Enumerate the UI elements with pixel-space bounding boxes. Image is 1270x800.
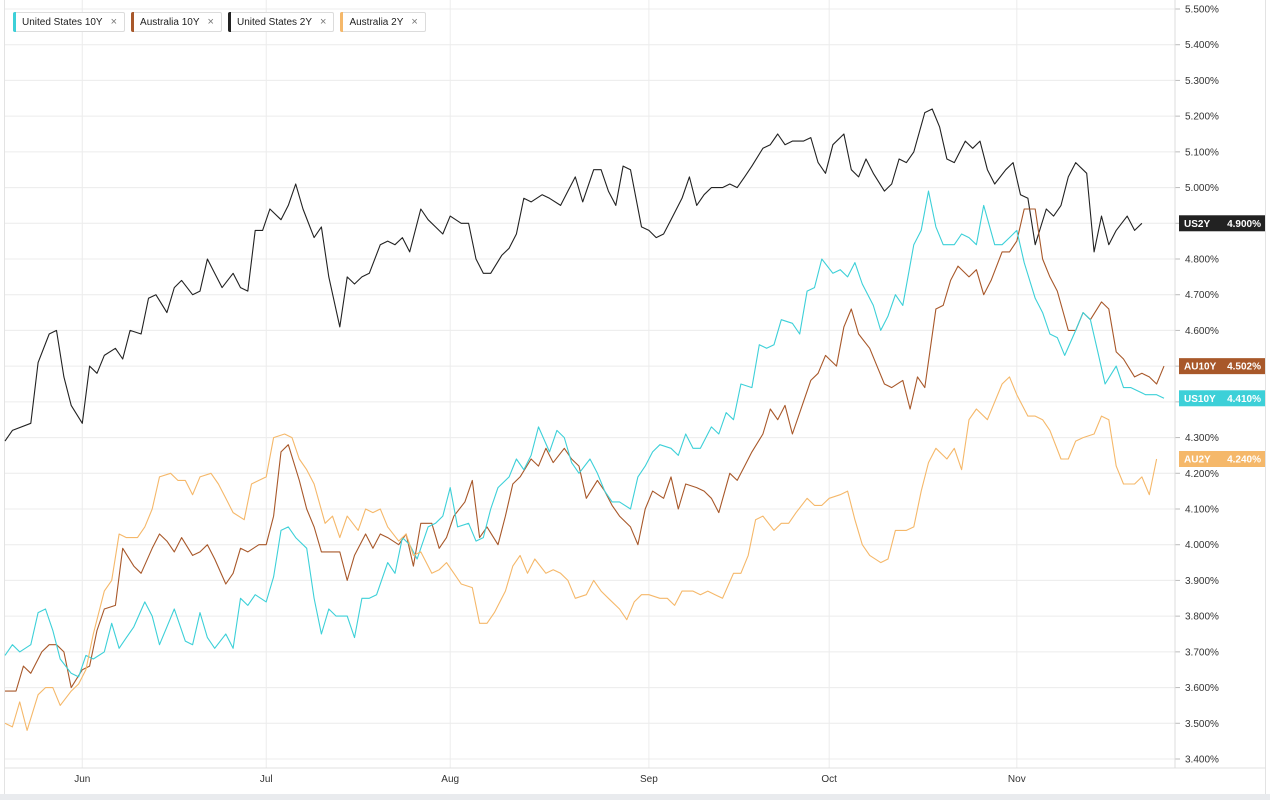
value-tag-bg: [1179, 358, 1265, 375]
value-tag-name: US2Y: [1184, 219, 1210, 230]
value-tag-value: 4.410%: [1227, 394, 1261, 405]
y-tick-label: 3.500%: [1185, 719, 1219, 730]
y-tick-label: 4.700%: [1185, 290, 1219, 301]
value-tag-au10y: AU10Y 4.502%: [1179, 358, 1265, 375]
value-tag-us10y: US10Y 4.410%: [1179, 390, 1265, 407]
value-tag-value: 4.900%: [1227, 219, 1261, 230]
bottom-scrollbar[interactable]: [0, 794, 1270, 800]
value-tag-us2y: US2Y 4.900%: [1179, 215, 1265, 232]
y-axis: 3.400% 3.500% 3.600% 3.700% 3.800% 3.900% 4.00…: [1174, 0, 1219, 768]
legend-chip-label: Australia 2Y: [349, 16, 404, 28]
value-tag-value: 4.502%: [1227, 362, 1261, 373]
value-tag-bg: [1179, 451, 1265, 467]
x-tick-label: Oct: [821, 774, 837, 785]
legend-chip-label: Australia 10Y: [140, 16, 200, 28]
y-tick-label: 4.300%: [1185, 433, 1219, 444]
y-tick-label: 3.700%: [1185, 647, 1219, 658]
x-axis: Jun Jul Aug Sep Oct Nov: [5, 767, 1266, 785]
series-line-us10y: [4, 190, 1165, 678]
grid: [5, 0, 1175, 768]
y-tick-label: 5.100%: [1185, 147, 1219, 158]
chart-frame: [4, 0, 1266, 794]
y-tick-label: 4.000%: [1185, 540, 1219, 551]
x-tick-label: Nov: [1008, 774, 1026, 785]
value-tag-value: 4.240%: [1227, 455, 1261, 466]
value-tag-name: AU10Y: [1184, 362, 1217, 373]
legend-chip-australia-2y[interactable]: Australia 2Y ×: [340, 12, 426, 32]
y-tick-label: 5.000%: [1185, 183, 1219, 194]
value-tag-bg: [1179, 215, 1265, 232]
value-tag-au2y: AU2Y 4.240%: [1179, 451, 1265, 467]
x-tick-label: Aug: [441, 774, 459, 785]
value-tag-bg: [1179, 390, 1265, 407]
y-tick-label: 5.400%: [1185, 40, 1219, 51]
last-value-tags: US2Y 4.900% AU10Y 4.502% US10Y 4.410% AU2Y 4.24…: [1179, 215, 1265, 467]
legend: United States 10Y × Australia 10Y × United S…: [13, 12, 426, 34]
close-icon[interactable]: ×: [411, 16, 418, 28]
x-tick-label: Sep: [640, 774, 658, 785]
legend-chip-australia-10y[interactable]: Australia 10Y ×: [131, 12, 222, 32]
legend-chip-united-states-2y[interactable]: United States 2Y ×: [227, 12, 335, 32]
y-tick-label: 4.600%: [1185, 326, 1219, 337]
legend-chip-label: United States 2Y: [236, 16, 313, 28]
close-icon[interactable]: ×: [320, 16, 327, 28]
y-tick-label: 3.600%: [1185, 683, 1219, 694]
y-tick-label: 4.200%: [1185, 469, 1219, 480]
y-tick-label: 3.900%: [1185, 576, 1219, 587]
series-line-us2y: [4, 108, 1143, 442]
y-tick-label: 5.300%: [1185, 76, 1219, 87]
value-tag-name: AU2Y: [1184, 455, 1211, 466]
close-icon[interactable]: ×: [207, 16, 214, 28]
series-lines: [4, 108, 1165, 731]
value-tag-name: US10Y: [1184, 394, 1216, 405]
legend-chip-united-states-10y[interactable]: United States 10Y ×: [13, 12, 126, 32]
y-tick-label: 5.200%: [1185, 112, 1219, 123]
y-tick-label: 5.500%: [1185, 5, 1219, 16]
y-tick-label: 3.800%: [1185, 612, 1219, 623]
y-tick-label: 4.100%: [1185, 505, 1219, 516]
legend-chip-label: United States 10Y: [22, 16, 103, 28]
series-line-au10y: [5, 208, 1165, 692]
close-icon[interactable]: ×: [110, 16, 118, 28]
x-tick-label: Jun: [74, 774, 90, 785]
y-tick-label: 3.400%: [1185, 755, 1219, 766]
x-tick-label: Jul: [260, 774, 273, 785]
series-line-au2y: [4, 376, 1158, 731]
y-tick-label: 4.800%: [1185, 255, 1219, 266]
